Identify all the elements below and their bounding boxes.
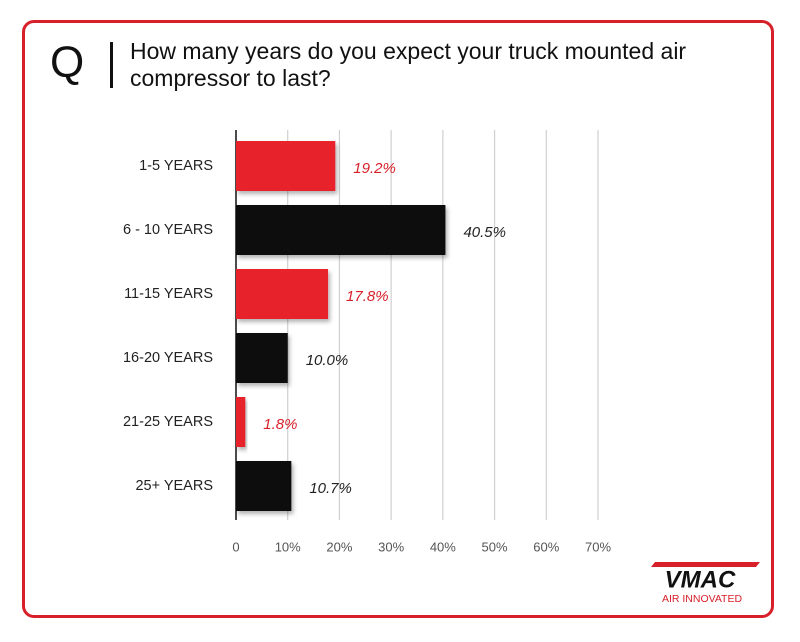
bar [236, 333, 288, 383]
x-tick-label: 10% [275, 539, 301, 554]
logo-name: VMAC [665, 566, 736, 593]
value-label: 10.0% [306, 352, 349, 369]
value-label: 17.8% [346, 288, 389, 305]
question-marker: Q [50, 38, 85, 87]
y-tick-label: 11-15 YEARS [124, 286, 213, 302]
logo-tagline: AIR INNOVATED [662, 593, 743, 605]
bar [236, 397, 246, 447]
value-label: 10.7% [309, 480, 352, 497]
y-tick-label: 16-20 YEARS [123, 350, 213, 366]
value-label: 1.8% [263, 416, 297, 433]
y-tick-label: 25+ YEARS [135, 478, 213, 494]
frame [22, 20, 774, 618]
chart-title: How many years do you expect your truck … [130, 38, 687, 91]
x-tick-label: 50% [482, 539, 508, 554]
x-tick-label: 0 [232, 539, 239, 554]
value-label: 19.2% [353, 160, 396, 177]
x-tick-label: 20% [326, 539, 352, 554]
separator [110, 42, 113, 88]
x-tick-label: 70% [585, 539, 611, 554]
y-tick-label: 6 - 10 YEARS [123, 222, 213, 238]
y-tick-label: 1-5 YEARS [139, 158, 213, 174]
x-tick-label: 40% [430, 539, 456, 554]
y-tick-label: 21-25 YEARS [123, 414, 213, 430]
logo-swoosh [651, 562, 760, 567]
bar [236, 461, 292, 511]
x-tick-label: 60% [533, 539, 559, 554]
bar [236, 141, 336, 191]
bar [236, 269, 329, 319]
value-label: 40.5% [463, 224, 506, 241]
bar [236, 205, 446, 255]
x-tick-label: 30% [378, 539, 404, 554]
